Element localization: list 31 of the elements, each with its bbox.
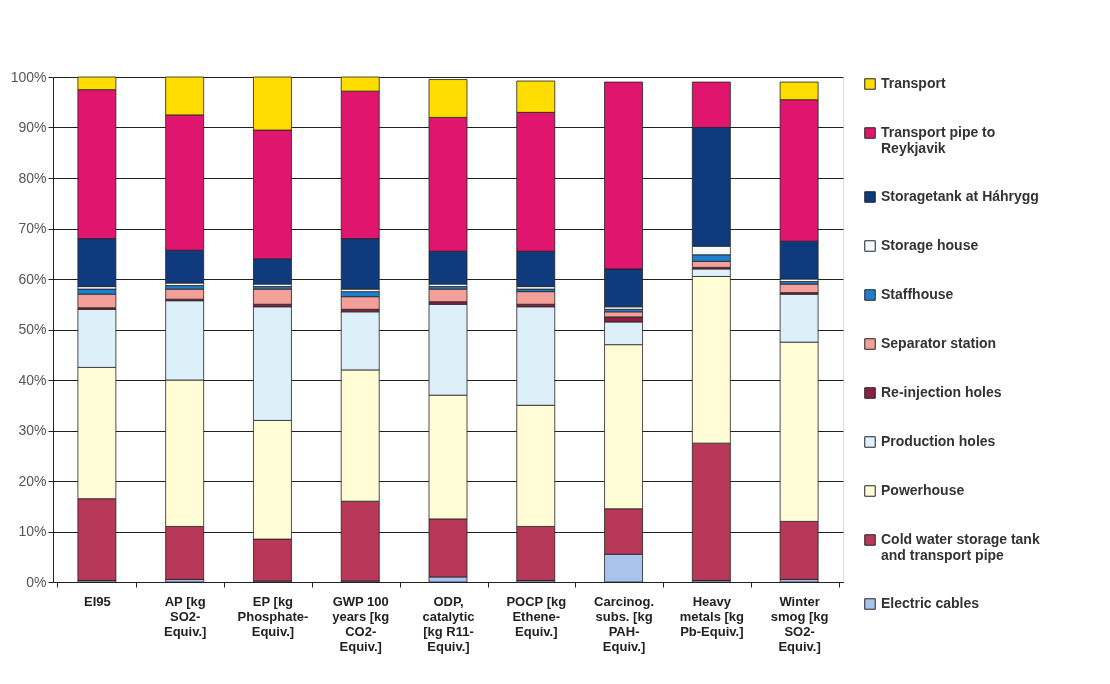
legend-label: Storage house	[881, 237, 979, 253]
y-tick-label: 30%	[18, 422, 47, 438]
y-tick-label: 60%	[18, 270, 47, 287]
legend-label: Re-injection holes	[881, 384, 1002, 400]
legend-label: Transport	[881, 75, 946, 91]
x-tick-label: ODP, catalytic [kg R11- Equiv.]	[422, 593, 475, 654]
x-tick-label: Heavy metals [kg Pb-Equiv.]	[679, 593, 745, 639]
x-tick-label: EP [kg Phosphate- Equiv.]	[237, 593, 309, 639]
y-tick-label: 100%	[10, 68, 47, 85]
y-tick-label: 50%	[18, 321, 47, 337]
legend-label: Cold water storage tank and transport pipe	[881, 531, 1040, 563]
legend-label: Storagetank at Háhrygg	[881, 188, 1039, 204]
y-tick-label: 80%	[18, 169, 47, 186]
x-tick-label: Carcinog. subs. [kg PAH- Equiv.]	[594, 593, 655, 654]
y-tick-label: 0%	[26, 573, 47, 590]
x-tick-label: GWP 100 years [kg CO2- Equiv.]	[332, 593, 390, 654]
y-tick-label: 90%	[18, 119, 47, 135]
x-tick-label: EI95	[84, 593, 111, 609]
legend-label: Electric cables	[881, 595, 980, 611]
y-tick-label: 10%	[18, 523, 47, 539]
legend-label: Transport pipe to Reykjavik	[881, 124, 996, 156]
x-tick-label: AP [kg SO2- Equiv.]	[163, 593, 207, 639]
legend-label: Powerhouse	[881, 482, 965, 498]
x-tick-label: POCP [kg Ethene- Equiv.]	[506, 593, 567, 639]
y-tick-label: 40%	[18, 371, 47, 388]
x-tick-label: Winter smog [kg SO2- Equiv.]	[770, 593, 829, 654]
legend-label: Separator station	[881, 335, 997, 351]
legend-label: Production holes	[881, 433, 996, 449]
y-tick-label: 20%	[18, 472, 47, 489]
legend-label: Staffhouse	[881, 286, 954, 302]
y-tick-label: 70%	[18, 220, 47, 236]
